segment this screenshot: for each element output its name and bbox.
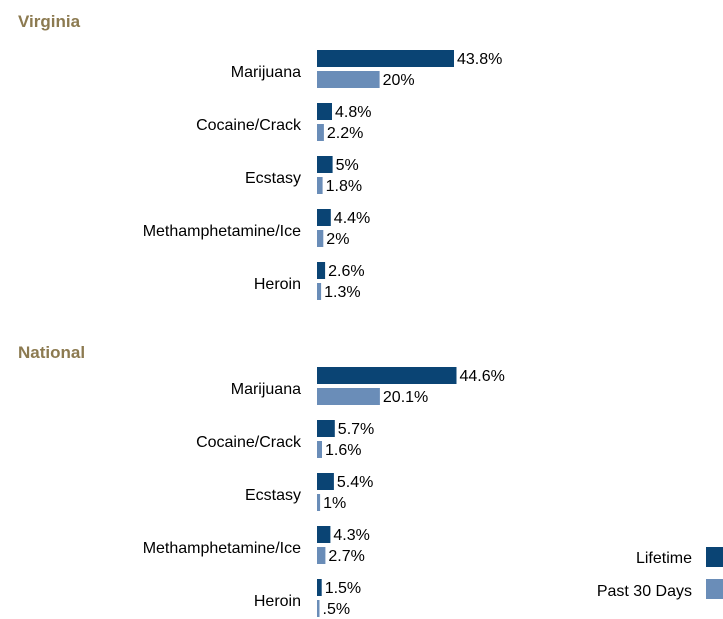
- value-label-national-ecstasy-past30: 1%: [323, 495, 346, 512]
- value-label-virginia-ecstasy-lifetime: 5%: [336, 157, 359, 174]
- bar-virginia-methamphetamine-ice-past30: [317, 230, 324, 247]
- bar-virginia-heroin-lifetime: [317, 262, 326, 279]
- bar-national-cocaine-crack-past30: [317, 441, 322, 458]
- panel-title-national: National: [18, 343, 85, 362]
- bar-national-heroin-lifetime: [317, 579, 322, 596]
- legend: Lifetime Past 30 Days: [597, 547, 723, 600]
- category-label-virginia-cocaine-crack: Cocaine/Crack: [196, 117, 302, 134]
- bar-virginia-cocaine-crack-past30: [317, 124, 324, 141]
- bar-national-cocaine-crack-lifetime: [317, 420, 335, 437]
- value-label-national-marijuana-lifetime: 44.6%: [460, 368, 505, 385]
- bar-national-methamphetamine-ice-past30: [317, 547, 326, 564]
- value-label-virginia-cocaine-crack-past30: 2.2%: [327, 125, 363, 142]
- value-label-national-methamphetamine-ice-lifetime: 4.3%: [333, 527, 369, 544]
- value-label-national-marijuana-past30: 20.1%: [383, 389, 428, 406]
- value-label-virginia-ecstasy-past30: 1.8%: [326, 178, 362, 195]
- value-label-national-methamphetamine-ice-past30: 2.7%: [328, 548, 364, 565]
- value-label-national-heroin-past30: .5%: [323, 601, 351, 618]
- category-label-virginia-heroin: Heroin: [254, 276, 301, 293]
- legend-label-past30: Past 30 Days: [597, 583, 692, 600]
- bar-virginia-marijuana-past30: [317, 71, 380, 88]
- value-label-national-cocaine-crack-lifetime: 5.7%: [338, 421, 374, 438]
- category-label-national-marijuana: Marijuana: [231, 381, 301, 398]
- legend-label-lifetime: Lifetime: [636, 550, 692, 567]
- bar-national-marijuana-past30: [317, 388, 380, 405]
- legend-swatch-past30: [706, 579, 723, 599]
- bar-virginia-methamphetamine-ice-lifetime: [317, 209, 331, 226]
- bar-national-heroin-past30: [317, 600, 320, 617]
- legend-swatch-lifetime: [706, 547, 723, 567]
- value-label-national-cocaine-crack-past30: 1.6%: [325, 442, 361, 459]
- bar-virginia-cocaine-crack-lifetime: [317, 103, 332, 120]
- bar-national-ecstasy-past30: [317, 494, 321, 511]
- value-label-virginia-methamphetamine-ice-past30: 2%: [326, 231, 349, 248]
- bar-national-marijuana-lifetime: [317, 367, 457, 384]
- value-label-virginia-heroin-past30: 1.3%: [324, 284, 360, 301]
- bar-national-ecstasy-lifetime: [317, 473, 334, 490]
- category-label-virginia-marijuana: Marijuana: [231, 64, 301, 81]
- value-label-virginia-heroin-lifetime: 2.6%: [328, 263, 364, 280]
- value-label-national-heroin-lifetime: 1.5%: [325, 580, 361, 597]
- value-label-national-ecstasy-lifetime: 5.4%: [337, 474, 373, 491]
- bar-virginia-marijuana-lifetime: [317, 50, 454, 67]
- bar-national-methamphetamine-ice-lifetime: [317, 526, 331, 543]
- category-label-national-methamphetamine-ice: Methamphetamine/Ice: [143, 540, 301, 557]
- bar-virginia-ecstasy-past30: [317, 177, 323, 194]
- value-label-virginia-marijuana-past30: 20%: [383, 72, 415, 89]
- bar-virginia-heroin-past30: [317, 283, 322, 300]
- bar-virginia-ecstasy-lifetime: [317, 156, 333, 173]
- category-label-national-cocaine-crack: Cocaine/Crack: [196, 434, 302, 451]
- category-label-national-heroin: Heroin: [254, 593, 301, 610]
- category-label-virginia-methamphetamine-ice: Methamphetamine/Ice: [143, 223, 301, 240]
- value-label-virginia-marijuana-lifetime: 43.8%: [457, 51, 502, 68]
- value-label-virginia-methamphetamine-ice-lifetime: 4.4%: [334, 210, 370, 227]
- category-label-national-ecstasy: Ecstasy: [245, 487, 301, 504]
- panel-title-virginia: Virginia: [18, 12, 81, 31]
- value-label-virginia-cocaine-crack-lifetime: 4.8%: [335, 104, 371, 121]
- category-label-virginia-ecstasy: Ecstasy: [245, 170, 301, 187]
